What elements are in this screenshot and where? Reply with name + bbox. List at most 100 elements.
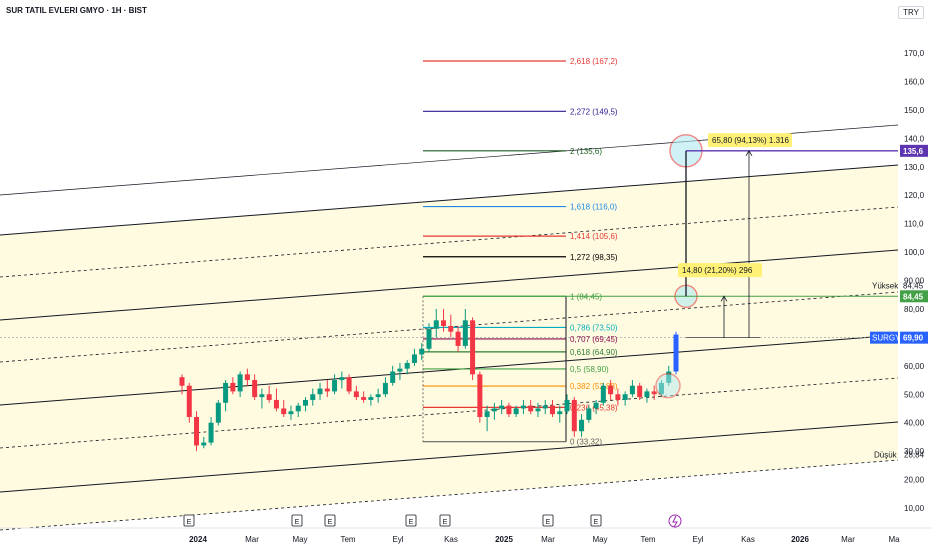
candle [266,385,272,403]
high-price-tag-text: 84,45 [903,292,924,301]
candle [608,380,614,400]
candle-body [455,331,461,346]
channel-line-3 [0,421,899,493]
candle-body [644,391,650,398]
y-tick-label: 30,00 [904,447,925,456]
candle [506,402,512,417]
y-tick-label: 110,0 [904,220,924,229]
axis-bg [898,0,932,550]
candle [535,402,541,417]
candle-body [528,405,534,412]
x-tick-label: May [592,535,607,544]
candle-body [411,354,417,363]
candle [462,308,468,349]
channel-line-0 [0,164,899,236]
candle-body [615,394,621,400]
candle [215,399,221,426]
earnings-marker-box [542,514,554,527]
earnings-marker: E [439,514,451,527]
candle [375,388,381,403]
candle [382,377,388,398]
candle [317,382,323,400]
candle-body [215,402,221,423]
candles [179,308,679,452]
candle [550,399,555,417]
x-tick-label: Kas [444,535,458,544]
candle-body [404,362,410,369]
candle [586,405,592,423]
price-axis[interactable]: 170,0 160,0 150,0 140,0 130,0 120,0 110,0 100,0… [870,0,932,550]
candle [339,371,345,389]
lightning-icon-bolt [672,515,678,528]
y-tick-label: 160,0 [904,77,925,86]
low-label: Düşük [874,450,898,459]
target-label-text: 65,80 (94,13%) 1.316 [712,136,789,145]
candle [491,402,497,420]
candle [455,326,461,352]
y-tick-label: 80,00 [904,305,925,314]
breakout-arrow-head [720,295,728,302]
candle-body [201,442,207,446]
candle-body [564,399,570,412]
target-arrow-head [745,150,753,157]
candle [513,405,519,417]
candle-body [441,320,447,326]
channel-line-2 [0,334,899,406]
candle-body [346,377,352,392]
fib-level-label: 0,707 (69,45) [570,335,618,344]
earnings-marker-box [405,514,417,527]
candle [303,397,308,412]
fib-level-label: 2 (135,6) [570,147,602,156]
earnings-marker-box [324,514,336,527]
y-tick-label: 120,0 [904,191,925,200]
candle-body [259,394,265,398]
earnings-marker-box [590,514,602,527]
candle [332,374,338,395]
candle [433,308,439,338]
candle-body [557,411,563,415]
earnings-marker-text: E [187,519,192,526]
lightning-icon [668,514,682,528]
y-tick-label: 20,00 [904,476,925,485]
currency-badge[interactable]: TRY [898,6,924,19]
breakout-label: 14,80 (21,20%) 296 [678,263,762,278]
candle-body [230,382,236,392]
chart-title: SUR TATIL EVLERI GMYO · 1H · BIST [6,6,147,15]
time-axis[interactable]: 2024 Mar May Tem Eyl Kas 2025 Mar May Tem Eyl Kas 20… [0,514,932,544]
candle [194,411,200,452]
channel-line-1 [0,249,899,321]
target-price-tag-bg [900,144,928,157]
x-tick-label: Eyl [692,535,703,544]
candle-body [339,377,345,381]
annotations: 65,80 (94,13%) 1.316 14,80 (21,20%) 296 [423,133,898,399]
candle-body [600,385,606,403]
candle [397,362,403,381]
candle [499,399,505,415]
candle [593,399,599,415]
y-tick-label: 60,00 [904,362,925,371]
candle-body [535,408,541,412]
x-tick-label: Tem [340,535,355,544]
y-tick-label: 10,00 [904,504,925,513]
fib-level-label: 1,414 (105,6) [570,232,618,241]
candle-body [593,402,599,409]
breakout-label-text: 14,80 (21,20%) 296 [682,266,753,275]
x-tick-label: Mar [245,535,259,544]
candle-body [324,388,330,392]
candle-body [579,419,585,432]
earnings-marker-text: E [295,519,300,526]
earnings-marker-box [439,514,451,527]
candle-body [491,408,497,412]
earnings-marker: E [324,514,336,527]
fib-level-label: 0 (33,32) [570,438,602,447]
candle [273,388,279,412]
candle [346,374,352,395]
candle-body [542,405,548,409]
candle-body [419,348,425,355]
low-value-label: 28,84 [904,450,925,459]
symbol-tag-text: SURGY [872,334,901,343]
candle-body [186,385,192,417]
candle-body [651,391,657,395]
earnings-marker: E [542,514,554,527]
